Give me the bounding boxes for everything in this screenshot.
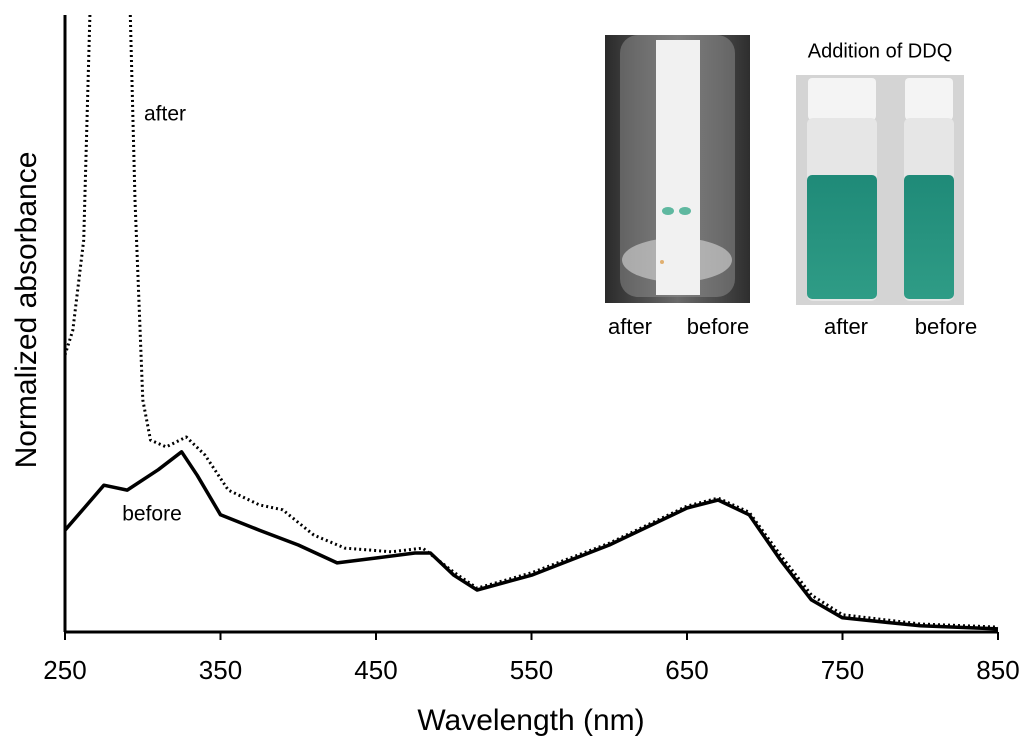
x-tick-label: 850: [976, 655, 1019, 685]
x-tick-label: 350: [199, 655, 242, 685]
series-label: after: [144, 103, 186, 126]
x-tick-label: 750: [821, 655, 864, 685]
x-tick-label: 650: [665, 655, 708, 685]
photo-vial-tlc: [605, 35, 750, 303]
inset-label: after: [608, 314, 652, 339]
x-tick-label: 450: [354, 655, 397, 685]
inset-label: before: [687, 314, 749, 339]
inset-title: Addition of DDQ: [808, 40, 953, 62]
series-label: before: [122, 503, 182, 526]
y-axis-label: Normalized absorbance: [10, 152, 43, 469]
inset-label: before: [915, 314, 977, 339]
x-axis-label: Wavelength (nm): [417, 704, 644, 737]
x-tick-label: 550: [510, 655, 553, 685]
x-tick-label: 250: [43, 655, 86, 685]
series-line: [63, 450, 999, 631]
inset-label: after: [824, 314, 868, 339]
photo-vials-ddq: [796, 75, 964, 305]
series-line: [63, 14, 999, 629]
